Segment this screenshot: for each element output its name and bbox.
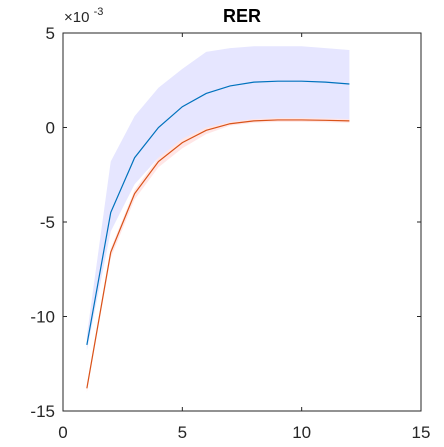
x-tick-label-3: 15 xyxy=(412,423,431,442)
x-tick-label-2: 10 xyxy=(292,423,311,442)
x-tick-label-0: 0 xyxy=(58,423,67,442)
ticks: 0 5 10 15 5 0 -5 -10 -15 xyxy=(30,24,430,442)
chart-title: RER xyxy=(223,6,261,26)
y-tick-label-4: -15 xyxy=(30,402,55,421)
series-lines xyxy=(86,80,350,389)
band-0 xyxy=(86,46,350,351)
y-tick-label-3: -10 xyxy=(30,308,55,327)
y-tick-label-1: 0 xyxy=(46,119,55,138)
y-exponent-label: ×10 -3 xyxy=(64,6,103,26)
y-tick-label-0: 5 xyxy=(46,24,55,43)
y-tick-label-2: -5 xyxy=(40,213,55,232)
y-exponent-power: -3 xyxy=(94,6,104,18)
confidence-bands xyxy=(86,46,350,393)
y-exponent-base: ×10 xyxy=(64,9,89,26)
series-line-0 xyxy=(86,80,350,345)
x-tick-label-1: 5 xyxy=(178,423,187,442)
series-line-1 xyxy=(86,119,350,389)
